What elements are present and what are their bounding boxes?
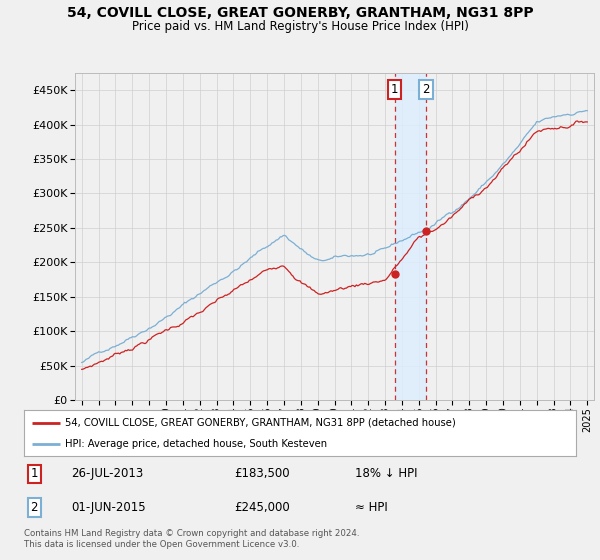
Text: HPI: Average price, detached house, South Kesteven: HPI: Average price, detached house, Sout… — [65, 439, 328, 449]
Text: 18% ↓ HPI: 18% ↓ HPI — [355, 468, 418, 480]
Text: Contains HM Land Registry data © Crown copyright and database right 2024.
This d: Contains HM Land Registry data © Crown c… — [24, 529, 359, 549]
Text: £183,500: £183,500 — [234, 468, 289, 480]
Bar — [395, 73, 426, 400]
Text: 1: 1 — [31, 468, 38, 480]
Text: 54, COVILL CLOSE, GREAT GONERBY, GRANTHAM, NG31 8PP (detached house): 54, COVILL CLOSE, GREAT GONERBY, GRANTHA… — [65, 418, 456, 428]
Text: £245,000: £245,000 — [234, 501, 290, 514]
Text: Price paid vs. HM Land Registry's House Price Index (HPI): Price paid vs. HM Land Registry's House … — [131, 20, 469, 32]
Text: 26-JUL-2013: 26-JUL-2013 — [71, 468, 143, 480]
Text: 54, COVILL CLOSE, GREAT GONERBY, GRANTHAM, NG31 8PP: 54, COVILL CLOSE, GREAT GONERBY, GRANTHA… — [67, 6, 533, 20]
Text: 1: 1 — [391, 83, 398, 96]
Text: ≈ HPI: ≈ HPI — [355, 501, 388, 514]
Text: 01-JUN-2015: 01-JUN-2015 — [71, 501, 146, 514]
Text: 2: 2 — [31, 501, 38, 514]
Text: 2: 2 — [422, 83, 430, 96]
